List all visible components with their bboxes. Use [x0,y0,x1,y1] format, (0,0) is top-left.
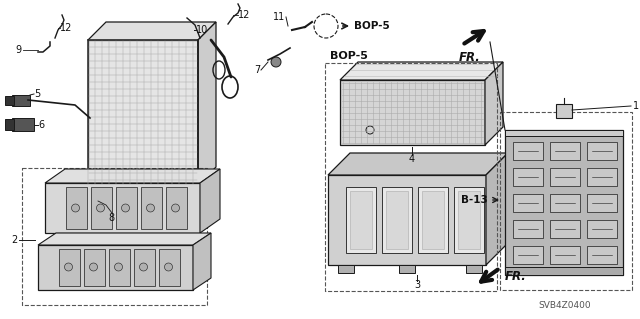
Bar [88,40,198,185]
Bar [513,246,543,264]
Text: 5: 5 [34,89,40,99]
Circle shape [97,204,104,212]
Polygon shape [200,169,220,233]
Bar [38,245,193,290]
Bar [418,187,448,253]
Bar [65,187,86,229]
Text: 2: 2 [12,235,18,245]
Bar [466,265,482,273]
Bar [141,187,161,229]
Bar [550,142,580,160]
Bar [513,168,543,186]
Bar [587,220,617,238]
Bar [338,265,354,273]
Bar [587,194,617,212]
Text: BOP-5: BOP-5 [330,51,368,61]
Bar [382,187,412,253]
Polygon shape [38,233,211,245]
Circle shape [122,204,129,212]
Bar [550,246,580,264]
Bar [90,187,111,229]
Bar [45,183,200,233]
Bar [58,249,79,286]
Bar [166,187,186,229]
Bar [505,267,623,275]
Polygon shape [486,153,508,265]
Bar [134,249,154,286]
Circle shape [164,263,173,271]
Bar [350,191,372,249]
Circle shape [172,204,179,212]
Polygon shape [485,62,503,145]
Bar [505,130,623,136]
Text: SVB4Z0400: SVB4Z0400 [539,300,591,309]
Bar [422,191,444,249]
Circle shape [147,204,154,212]
Text: 12: 12 [60,23,72,33]
Circle shape [115,263,122,271]
Bar [109,249,129,286]
Text: B-13: B-13 [461,195,488,205]
Bar [587,168,617,186]
Bar [5,96,14,105]
Bar [346,187,376,253]
Bar [513,194,543,212]
Text: 12: 12 [238,10,250,20]
Polygon shape [80,199,198,207]
Bar [513,142,543,160]
Text: FR.: FR. [505,270,527,283]
Bar [12,95,30,106]
Bar [340,80,485,145]
Bar [550,220,580,238]
Bar [550,194,580,212]
Polygon shape [88,22,216,40]
Bar [399,265,415,273]
Circle shape [271,57,281,67]
Bar [83,249,104,286]
Text: 11: 11 [273,12,285,22]
Bar [22,168,207,305]
Bar [458,191,480,249]
Polygon shape [193,233,211,290]
Circle shape [90,263,97,271]
Polygon shape [45,169,220,183]
Text: BOP-5: BOP-5 [354,21,390,31]
Bar [505,130,623,275]
Bar [5,119,14,130]
Bar [550,168,580,186]
Bar [88,40,198,185]
Text: FR.: FR. [459,51,481,64]
Bar [454,187,484,253]
Bar [556,104,572,118]
Bar [115,187,136,229]
Text: 6: 6 [38,120,44,130]
Text: 3: 3 [414,280,420,290]
Polygon shape [328,153,508,175]
Polygon shape [340,62,503,80]
Circle shape [140,263,147,271]
Bar [587,246,617,264]
Bar [325,63,497,291]
Polygon shape [80,187,203,199]
Text: 7: 7 [253,65,260,75]
Bar [386,191,408,249]
Circle shape [65,263,72,271]
Bar [328,175,486,265]
Bar [587,142,617,160]
Text: 4: 4 [409,154,415,164]
Circle shape [72,204,79,212]
Polygon shape [198,22,216,185]
Text: 10: 10 [196,25,208,35]
Text: 1: 1 [633,101,639,111]
Bar [12,118,34,131]
Bar [159,249,179,286]
Text: 8: 8 [108,213,114,223]
Text: 9: 9 [16,45,22,55]
Bar [513,220,543,238]
Bar [500,112,632,290]
